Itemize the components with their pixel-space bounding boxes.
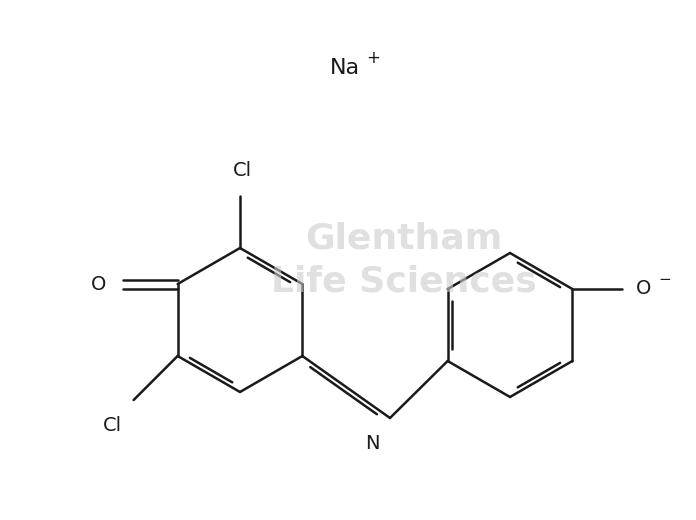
Text: +: +	[366, 49, 380, 67]
Text: O: O	[636, 280, 651, 298]
Text: Glentham
Life Sciences: Glentham Life Sciences	[271, 222, 537, 298]
Text: N: N	[365, 434, 379, 453]
Text: −: −	[658, 271, 671, 287]
Text: Cl: Cl	[232, 161, 251, 180]
Text: O: O	[91, 275, 106, 293]
Text: Na: Na	[330, 58, 360, 78]
Text: Cl: Cl	[102, 416, 122, 435]
